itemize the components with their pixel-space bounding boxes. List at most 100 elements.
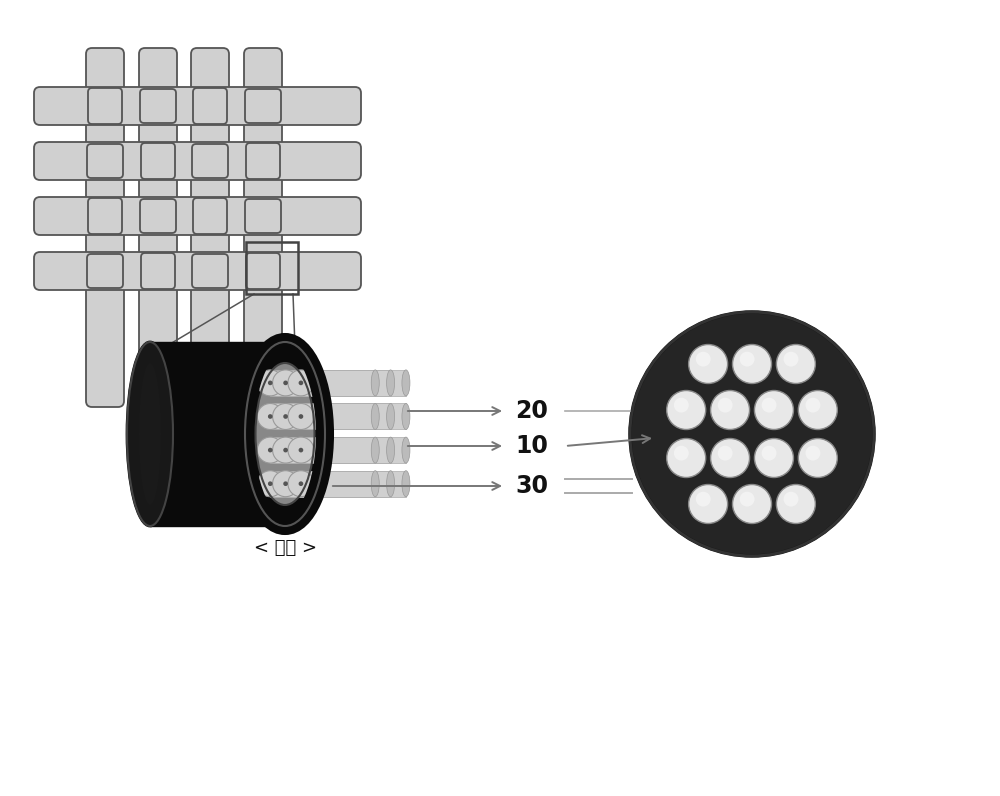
Circle shape	[798, 391, 837, 430]
FancyBboxPatch shape	[245, 89, 281, 123]
Circle shape	[257, 437, 283, 463]
Circle shape	[754, 391, 793, 430]
Circle shape	[674, 398, 689, 412]
FancyBboxPatch shape	[34, 87, 361, 125]
Circle shape	[268, 380, 273, 385]
Circle shape	[806, 446, 820, 461]
Text: 20: 20	[515, 399, 548, 423]
Circle shape	[283, 482, 288, 486]
Circle shape	[283, 414, 288, 419]
Circle shape	[740, 492, 755, 506]
Circle shape	[667, 391, 706, 430]
Polygon shape	[301, 437, 406, 463]
Polygon shape	[301, 470, 406, 497]
Circle shape	[784, 352, 798, 366]
Circle shape	[784, 492, 798, 506]
FancyBboxPatch shape	[34, 142, 361, 180]
Text: 30: 30	[515, 474, 548, 498]
Circle shape	[288, 437, 314, 463]
Polygon shape	[286, 404, 391, 430]
Circle shape	[754, 439, 793, 478]
Ellipse shape	[371, 404, 379, 430]
Text: < 截面 >: < 截面 >	[720, 539, 784, 557]
Bar	[246, 242, 298, 294]
Circle shape	[762, 398, 776, 412]
Circle shape	[711, 439, 750, 478]
Circle shape	[696, 352, 711, 366]
Circle shape	[273, 404, 299, 430]
Circle shape	[299, 482, 303, 486]
Ellipse shape	[402, 470, 410, 497]
FancyBboxPatch shape	[88, 198, 122, 234]
Ellipse shape	[371, 437, 379, 463]
Polygon shape	[286, 437, 391, 463]
Circle shape	[257, 404, 283, 430]
Polygon shape	[270, 470, 375, 497]
FancyBboxPatch shape	[139, 48, 177, 407]
FancyBboxPatch shape	[244, 48, 282, 407]
Circle shape	[288, 404, 314, 430]
Circle shape	[299, 414, 303, 419]
Ellipse shape	[127, 342, 173, 526]
Polygon shape	[270, 370, 375, 396]
Circle shape	[689, 485, 728, 524]
FancyBboxPatch shape	[140, 89, 176, 123]
Circle shape	[288, 370, 314, 396]
Ellipse shape	[371, 370, 379, 396]
FancyBboxPatch shape	[141, 253, 175, 289]
Circle shape	[776, 345, 815, 384]
Circle shape	[630, 312, 874, 556]
FancyBboxPatch shape	[191, 48, 229, 407]
FancyBboxPatch shape	[34, 252, 361, 290]
Circle shape	[711, 391, 750, 430]
Ellipse shape	[245, 342, 325, 526]
Polygon shape	[270, 404, 375, 430]
Circle shape	[257, 370, 283, 396]
FancyBboxPatch shape	[141, 143, 175, 179]
Ellipse shape	[256, 363, 314, 505]
FancyBboxPatch shape	[87, 254, 123, 288]
Circle shape	[806, 398, 820, 412]
Ellipse shape	[387, 470, 395, 497]
Circle shape	[798, 439, 837, 478]
Ellipse shape	[387, 370, 395, 396]
Circle shape	[283, 380, 288, 385]
Circle shape	[299, 448, 303, 452]
Circle shape	[268, 448, 273, 452]
Ellipse shape	[402, 404, 410, 430]
Circle shape	[674, 446, 689, 461]
Circle shape	[740, 352, 755, 366]
Circle shape	[732, 345, 772, 384]
FancyBboxPatch shape	[246, 143, 280, 179]
FancyBboxPatch shape	[193, 198, 227, 234]
FancyBboxPatch shape	[88, 88, 122, 124]
Circle shape	[288, 470, 314, 497]
Circle shape	[732, 485, 772, 524]
Circle shape	[667, 439, 706, 478]
Polygon shape	[286, 370, 391, 396]
Circle shape	[776, 485, 815, 524]
Circle shape	[273, 470, 299, 497]
Circle shape	[273, 437, 299, 463]
Circle shape	[696, 492, 711, 506]
FancyBboxPatch shape	[245, 199, 281, 233]
FancyBboxPatch shape	[192, 144, 228, 178]
Polygon shape	[150, 342, 288, 526]
FancyBboxPatch shape	[34, 197, 361, 235]
Text: < 侧面 >: < 侧面 >	[254, 539, 316, 557]
FancyBboxPatch shape	[193, 88, 227, 124]
Polygon shape	[286, 470, 391, 497]
Circle shape	[299, 380, 303, 385]
FancyBboxPatch shape	[140, 199, 176, 233]
Ellipse shape	[387, 437, 395, 463]
Ellipse shape	[387, 404, 395, 430]
Text: 10: 10	[515, 434, 548, 458]
FancyBboxPatch shape	[246, 253, 280, 289]
Circle shape	[257, 470, 283, 497]
Ellipse shape	[127, 342, 173, 526]
Ellipse shape	[371, 470, 379, 497]
FancyBboxPatch shape	[192, 254, 228, 288]
Polygon shape	[301, 404, 406, 430]
Circle shape	[762, 446, 776, 461]
Circle shape	[273, 370, 299, 396]
